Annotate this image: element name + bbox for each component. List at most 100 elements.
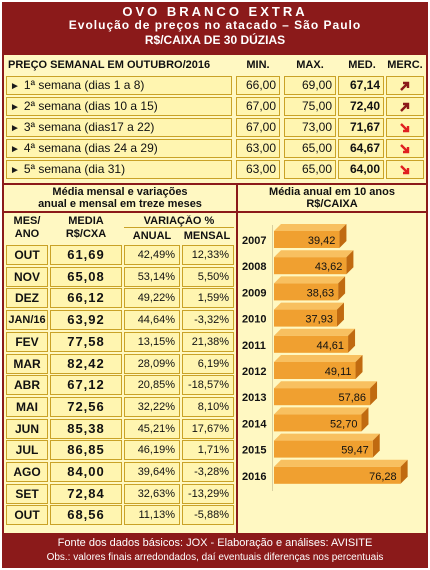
col-media: MEDIA R$/CXA xyxy=(50,215,122,241)
month-monthly-variation: 1,59% xyxy=(182,288,234,308)
month-average: 65,08 xyxy=(50,267,122,287)
col-anual: ANUAL xyxy=(132,230,172,242)
week-label: 3ª semana (dias17 a 22) xyxy=(23,120,155,134)
month-average: 85,38 xyxy=(50,419,122,439)
col-mes-line1: MES/ xyxy=(13,215,41,227)
month-annual-variation: 42,49% xyxy=(124,245,180,265)
col-max: MAX. xyxy=(296,59,324,71)
week-row-label: ► 4ª semana (dias 24 a 29) xyxy=(6,139,232,158)
month-average: 63,92 xyxy=(50,310,122,330)
data-label: 43,62 xyxy=(315,261,343,273)
col-min: MIN. xyxy=(246,59,270,71)
col-media-line2: R$/CXA xyxy=(65,228,107,240)
month-monthly-variation: 8,10% xyxy=(182,397,234,417)
month-average: 68,56 xyxy=(50,505,122,525)
week-max: 65,00 xyxy=(284,139,336,158)
month-monthly-variation: 5,50% xyxy=(182,267,234,287)
bar-side-face xyxy=(338,276,346,301)
data-label: 52,70 xyxy=(330,418,358,430)
chart-title: Média anual em 10 anos xyxy=(269,186,395,198)
month-average: 86,85 xyxy=(50,440,122,460)
week-merc xyxy=(386,139,424,158)
month-monthly-variation: 21,38% xyxy=(182,332,234,352)
month-average: 72,84 xyxy=(50,484,122,504)
category-label: 2013 xyxy=(242,392,266,404)
bar-side-face xyxy=(339,224,347,248)
bar-top-face xyxy=(274,459,408,467)
category-label: 2007 xyxy=(242,235,266,247)
month-label: OUT xyxy=(6,505,48,525)
week-med: 71,67 xyxy=(338,118,384,137)
bar xyxy=(274,362,356,379)
page-subtitle: Evolução de preços no atacado – São Paul… xyxy=(68,18,362,32)
bar-side-face xyxy=(400,459,408,484)
month-label: DEZ xyxy=(6,288,48,308)
bar-top-face xyxy=(274,302,344,310)
arrow-up-right-icon xyxy=(400,81,410,91)
week-label: 5ª semana (dia 31) xyxy=(23,162,126,176)
chart-axis xyxy=(272,225,273,491)
bar xyxy=(274,257,347,275)
week-row-label: ► 2ª semana (dias 10 a 15) xyxy=(6,97,232,116)
week-min: 67,00 xyxy=(236,118,280,137)
monthly-title-line2: anual e mensal em treze meses xyxy=(38,198,202,210)
month-label: AGO xyxy=(6,462,48,482)
month-average: 82,42 xyxy=(50,354,122,374)
month-label: NOV xyxy=(6,267,48,287)
triangle-right-icon: ► xyxy=(10,165,20,176)
data-label: 39,42 xyxy=(308,235,336,247)
category-label: 2008 xyxy=(242,261,266,273)
bar-top-face xyxy=(274,250,354,258)
bar-top-face xyxy=(274,355,363,362)
month-annual-variation: 11,13% xyxy=(124,505,180,525)
month-annual-variation: 20,85% xyxy=(124,375,180,395)
bar xyxy=(274,466,401,484)
month-label: MAI xyxy=(6,397,48,417)
col-mes-line2: ANO xyxy=(14,228,40,240)
bar xyxy=(274,283,339,301)
month-label: JUN xyxy=(6,419,48,439)
col-mensal: MENSAL xyxy=(183,230,231,242)
col-mes-ano: MES/ ANO xyxy=(6,215,48,241)
annual-average-chart: 2007 39,42 2008 43,62 2009 38,63 2010 37,93 2011… xyxy=(242,224,408,491)
month-monthly-variation: 12,33% xyxy=(182,245,234,265)
week-max: 73,00 xyxy=(284,118,336,137)
category-label: 2014 xyxy=(242,418,267,430)
week-max: 65,00 xyxy=(284,160,336,179)
bar-side-face xyxy=(346,250,354,275)
month-average: 84,00 xyxy=(50,462,122,482)
arrow-down-right-icon xyxy=(400,144,410,154)
chart-title-box: Média anual em 10 anos R$/CAIXA xyxy=(238,185,426,211)
week-max: 75,00 xyxy=(284,97,336,116)
month-monthly-variation: 17,67% xyxy=(182,419,234,439)
arrow-up-right-icon xyxy=(400,102,410,112)
col-media-line1: MEDIA xyxy=(68,215,104,227)
bar-side-face xyxy=(361,407,369,432)
bar-top-face xyxy=(274,276,346,284)
month-annual-variation: 45,21% xyxy=(124,419,180,439)
chart-subtitle: R$/CAIXA xyxy=(306,198,358,210)
week-label: 4ª semana (dias 24 a 29) xyxy=(23,141,158,155)
month-annual-variation: 46,19% xyxy=(124,440,180,460)
week-min: 63,00 xyxy=(236,160,280,179)
weekly-table: PREÇO SEMANAL EM OUTUBRO/2016 MIN. MAX. … xyxy=(4,55,426,183)
month-monthly-variation: -13,29% xyxy=(182,484,234,504)
col-merc: MERC. xyxy=(387,59,423,71)
bar-top-face xyxy=(274,328,356,336)
week-merc xyxy=(386,97,424,116)
unit-label: R$/CAIXA DE 30 DÚZIAS xyxy=(144,33,286,47)
bar-top-face xyxy=(274,433,380,441)
month-monthly-variation: 1,71% xyxy=(182,440,234,460)
week-max: 69,00 xyxy=(284,76,336,95)
week-merc xyxy=(386,160,424,179)
month-label: JAN/16 xyxy=(6,310,48,330)
month-monthly-variation: -18,57% xyxy=(182,375,234,395)
month-annual-variation: 39,64% xyxy=(124,462,180,482)
month-average: 72,56 xyxy=(50,397,122,417)
week-label: 2ª semana (dias 10 a 15) xyxy=(23,99,158,113)
category-label: 2016 xyxy=(242,471,266,483)
week-row-label: ► 5ª semana (dia 31) xyxy=(6,160,232,179)
week-med: 64,67 xyxy=(338,139,384,158)
month-label: ABR xyxy=(6,375,48,395)
